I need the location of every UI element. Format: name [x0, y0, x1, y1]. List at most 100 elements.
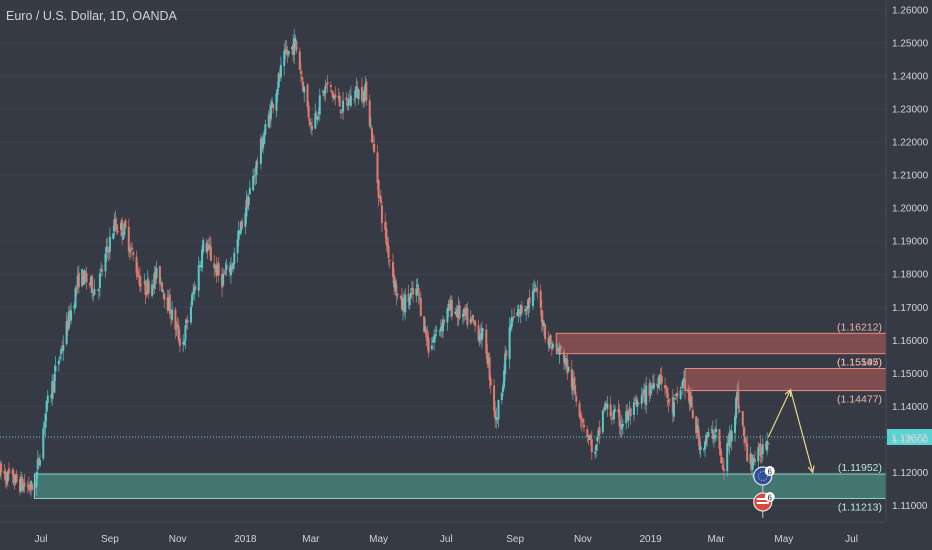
candle-body: [23, 482, 26, 487]
candle-body: [456, 309, 459, 318]
candle-body: [536, 288, 539, 290]
candle-body: [5, 478, 8, 485]
candle-body: [45, 400, 48, 413]
candle-body: [116, 230, 119, 233]
candle-body: [676, 392, 679, 397]
candle-body: [316, 117, 319, 120]
candle-body: [505, 350, 508, 357]
candle-body: [356, 87, 359, 98]
candle-body: [191, 294, 194, 306]
candle-body: [221, 274, 224, 288]
candle-body: [213, 263, 216, 269]
candle-body: [620, 424, 623, 430]
candle-body: [597, 430, 600, 436]
candle-body: [353, 98, 356, 100]
candle-body: [131, 247, 134, 250]
candle-body: [4, 472, 7, 481]
candle-body: [706, 435, 709, 439]
candle-body: [175, 326, 178, 328]
x-tick-label: May: [369, 534, 388, 545]
candle-body: [306, 84, 309, 107]
candle-body: [527, 298, 530, 309]
candle-body: [92, 295, 95, 297]
resistance-zone: [555, 332, 887, 355]
candle-body: [98, 273, 101, 289]
candle-body: [342, 100, 345, 112]
candle-body: [726, 443, 729, 472]
candle-body: [120, 222, 123, 230]
candle-body: [77, 272, 80, 288]
candle-body: [533, 288, 536, 293]
candle-body: [508, 327, 511, 360]
candle-body: [503, 370, 506, 388]
candle-body: [384, 222, 387, 230]
candle-body: [395, 284, 398, 296]
candle-body: [135, 256, 138, 274]
candle-body: [645, 385, 648, 405]
candle-body: [239, 221, 242, 234]
candle-body: [580, 421, 583, 423]
candle-body: [325, 83, 328, 86]
candle-body: [58, 356, 61, 359]
candle-body: [385, 228, 388, 245]
candle-body: [6, 471, 9, 482]
x-tick-label: 2019: [639, 534, 662, 545]
y-tick-label: 1.17000: [892, 303, 929, 314]
candle-body: [668, 399, 671, 401]
candle-body: [728, 432, 731, 446]
candle-body: [115, 223, 118, 231]
candle-body: [295, 41, 298, 51]
candle-body: [155, 268, 158, 279]
candle-body: [504, 353, 507, 374]
candle-body: [279, 64, 282, 78]
candle-body: [574, 385, 577, 395]
candle-body: [152, 287, 155, 289]
candle-body: [334, 94, 337, 98]
candle-body: [458, 305, 461, 319]
candle-body: [167, 297, 170, 311]
candle-body: [667, 400, 670, 403]
candle-body: [550, 346, 553, 350]
candle-body: [752, 457, 755, 462]
candle-body: [76, 275, 79, 287]
y-tick-label: 1.16000: [892, 336, 929, 347]
candle-body: [594, 451, 597, 454]
candle-body: [223, 273, 226, 275]
candle-body: [97, 289, 100, 291]
candle-body: [621, 424, 624, 427]
candle-body: [268, 112, 271, 122]
candle-body: [307, 105, 310, 118]
candle-body: [50, 395, 53, 398]
candle-body: [337, 95, 340, 99]
candle-body: [262, 141, 265, 149]
candle-body: [363, 90, 366, 103]
x-tick-label: Jul: [845, 534, 858, 545]
zone-bottom-label: (1.11213): [838, 501, 882, 513]
candle-body: [481, 328, 484, 331]
x-tick-label: May: [774, 534, 793, 545]
candle-body: [689, 398, 692, 407]
candle-body: [107, 250, 110, 253]
candle-body: [145, 291, 148, 296]
candle-body: [303, 87, 306, 93]
candle-body: [573, 377, 576, 388]
candle-body: [229, 264, 232, 276]
candle-body: [659, 374, 662, 379]
candle-body: [228, 266, 231, 273]
candle-body: [259, 138, 262, 164]
candle-body: [688, 390, 691, 404]
candle-body: [457, 305, 460, 317]
candle-body: [702, 448, 705, 450]
candle-body: [140, 284, 143, 286]
candle-body: [443, 319, 446, 323]
candle-body: [294, 38, 297, 41]
candle-body: [714, 434, 717, 438]
candle-body: [730, 430, 733, 442]
candle-body: [315, 114, 318, 118]
candle-body: [519, 305, 522, 315]
candle-body: [256, 163, 259, 165]
candle-body: [254, 174, 257, 176]
candle-body: [339, 109, 342, 114]
candle-body: [605, 403, 608, 409]
